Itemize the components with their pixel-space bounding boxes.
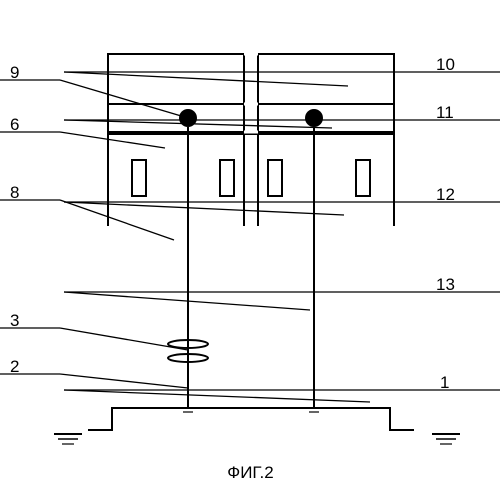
callout-13: 13 — [436, 275, 455, 294]
callout-6: 6 — [10, 115, 19, 134]
callout-12: 12 — [436, 185, 455, 204]
callout-9: 9 — [10, 63, 19, 82]
callout-3: 3 — [10, 311, 19, 330]
figure-caption: ФИГ.2 — [227, 463, 273, 482]
callout-10: 10 — [436, 55, 455, 74]
callout-2: 2 — [10, 357, 19, 376]
callout-1: 1 — [440, 373, 449, 392]
technical-diagram: 12368910111213 ФИГ.2 — [0, 0, 501, 500]
callout-8: 8 — [10, 183, 19, 202]
callout-11: 11 — [436, 103, 454, 122]
